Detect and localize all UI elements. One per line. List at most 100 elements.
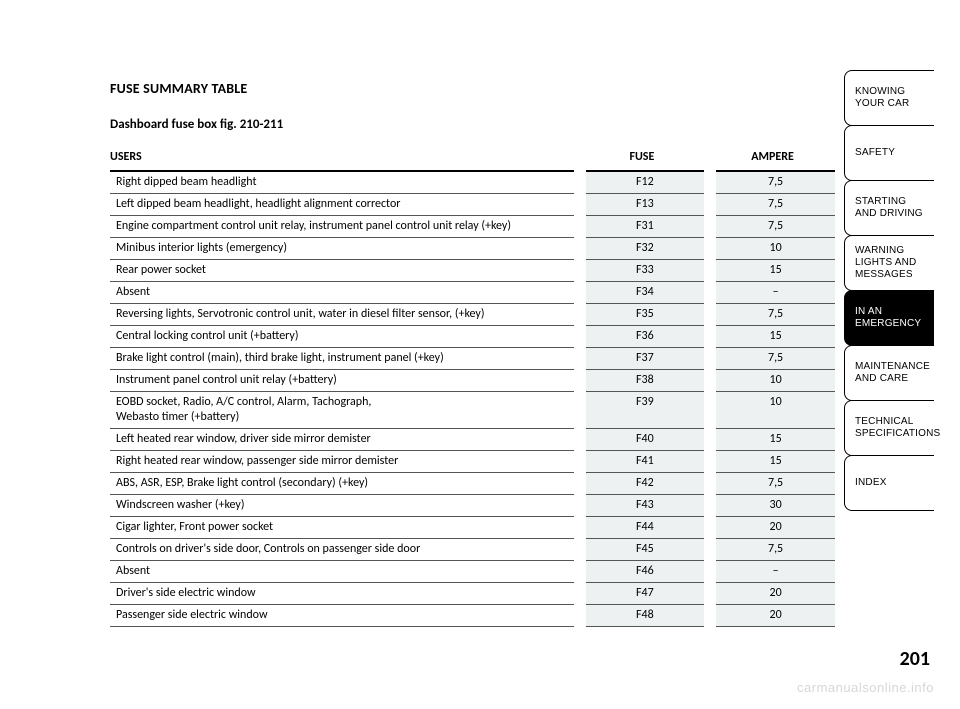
cell-fuse: F35 — [586, 304, 705, 326]
cell-fuse: F44 — [586, 517, 705, 539]
cell-users: ABS, ASR, ESP, Brake light control (seco… — [110, 473, 574, 495]
col-gap — [574, 517, 586, 539]
cell-ampere: 20 — [716, 583, 835, 605]
cell-users: Rear power socket — [110, 260, 574, 282]
cell-users: Minibus interior lights (emergency) — [110, 238, 574, 260]
col-gap — [574, 260, 586, 282]
table-row: Right dipped beam headlightF127,5 — [110, 171, 835, 194]
col-gap — [704, 583, 716, 605]
table-header-row: USERS FUSE AMPERE — [110, 146, 835, 171]
col-gap — [704, 605, 716, 627]
col-gap — [574, 370, 586, 392]
col-gap — [704, 304, 716, 326]
cell-ampere: 10 — [716, 392, 835, 429]
cell-fuse: F36 — [586, 326, 705, 348]
cell-users: Instrument panel control unit relay (+ba… — [110, 370, 574, 392]
cell-users: Right heated rear window, passenger side… — [110, 451, 574, 473]
cell-ampere: 7,5 — [716, 216, 835, 238]
section-tab[interactable]: WARNING LIGHTS AND MESSAGES — [844, 235, 934, 291]
cell-ampere: 20 — [716, 517, 835, 539]
cell-fuse: F46 — [586, 561, 705, 583]
cell-users: Cigar lighter, Front power socket — [110, 517, 574, 539]
cell-fuse: F13 — [586, 194, 705, 216]
col-gap — [704, 194, 716, 216]
section-tab[interactable]: INDEX — [844, 455, 934, 511]
cell-fuse: F38 — [586, 370, 705, 392]
col-gap — [704, 429, 716, 451]
cell-users: Windscreen washer (+key) — [110, 495, 574, 517]
col-gap — [574, 561, 586, 583]
section-tab[interactable]: TECHNICAL SPECIFICATIONS — [844, 400, 934, 456]
col-gap — [574, 392, 586, 429]
cell-fuse: F32 — [586, 238, 705, 260]
col-gap — [704, 146, 716, 171]
cell-users: Brake light control (main), third brake … — [110, 348, 574, 370]
cell-fuse: F39 — [586, 392, 705, 429]
cell-fuse: F43 — [586, 495, 705, 517]
cell-ampere: 7,5 — [716, 304, 835, 326]
section-tab[interactable]: IN AN EMERGENCY — [844, 290, 934, 346]
cell-users: EOBD socket, Radio, A/C control, Alarm, … — [110, 392, 574, 429]
cell-users: Central locking control unit (+battery) — [110, 326, 574, 348]
cell-ampere: 15 — [716, 429, 835, 451]
col-gap — [574, 348, 586, 370]
col-gap — [704, 370, 716, 392]
cell-fuse: F40 — [586, 429, 705, 451]
section-tab[interactable]: KNOWING YOUR CAR — [844, 70, 934, 126]
col-gap — [704, 392, 716, 429]
cell-fuse: F42 — [586, 473, 705, 495]
table-row: ABS, ASR, ESP, Brake light control (seco… — [110, 473, 835, 495]
cell-ampere: 15 — [716, 451, 835, 473]
page-number: 201 — [900, 647, 930, 671]
col-gap — [704, 517, 716, 539]
cell-users: Controls on driver's side door, Controls… — [110, 539, 574, 561]
table-row: Left heated rear window, driver side mir… — [110, 429, 835, 451]
col-gap — [574, 171, 586, 194]
col-gap — [704, 326, 716, 348]
table-row: Right heated rear window, passenger side… — [110, 451, 835, 473]
col-gap — [704, 561, 716, 583]
cell-users: Absent — [110, 561, 574, 583]
cell-ampere: 15 — [716, 326, 835, 348]
cell-ampere: 7,5 — [716, 473, 835, 495]
section-tab[interactable]: MAINTENANCE AND CARE — [844, 345, 934, 401]
cell-users: Reversing lights, Servotronic control un… — [110, 304, 574, 326]
cell-ampere: – — [716, 561, 835, 583]
section-tabs: KNOWING YOUR CARSAFETYSTARTING AND DRIVI… — [844, 70, 934, 510]
cell-ampere: 7,5 — [716, 171, 835, 194]
cell-ampere: 10 — [716, 370, 835, 392]
col-gap — [574, 539, 586, 561]
table-row: Absent F46– — [110, 561, 835, 583]
cell-fuse: F41 — [586, 451, 705, 473]
cell-users: Absent — [110, 282, 574, 304]
col-gap — [574, 605, 586, 627]
table-row: Driver's side electric window F47 20 — [110, 583, 835, 605]
cell-users: Right dipped beam headlight — [110, 171, 574, 194]
cell-ampere: 7,5 — [716, 348, 835, 370]
table-row: Instrument panel control unit relay (+ba… — [110, 370, 835, 392]
col-amp-header: AMPERE — [716, 146, 835, 171]
watermark: carmanualsonline.info — [797, 680, 934, 695]
page-heading: FUSE SUMMARY TABLE — [110, 80, 835, 97]
table-row: Minibus interior lights (emergency) F32 10 — [110, 238, 835, 260]
cell-users: Engine compartment control unit relay, i… — [110, 216, 574, 238]
cell-fuse: F37 — [586, 348, 705, 370]
cell-fuse: F47 — [586, 583, 705, 605]
col-users-header: USERS — [110, 146, 574, 171]
col-gap — [574, 451, 586, 473]
col-gap — [574, 194, 586, 216]
col-gap — [574, 429, 586, 451]
cell-ampere: – — [716, 282, 835, 304]
cell-ampere: 10 — [716, 238, 835, 260]
table-row: Rear power socketF3315 — [110, 260, 835, 282]
table-row: Engine compartment control unit relay, i… — [110, 216, 835, 238]
section-tab[interactable]: SAFETY — [844, 125, 934, 181]
page: FUSE SUMMARY TABLE Dashboard fuse box fi… — [0, 0, 960, 709]
table-row: Brake light control (main), third brake … — [110, 348, 835, 370]
table-row: Left dipped beam headlight, headlight al… — [110, 194, 835, 216]
section-tab[interactable]: STARTING AND DRIVING — [844, 180, 934, 236]
col-gap — [574, 495, 586, 517]
cell-users: Driver's side electric window — [110, 583, 574, 605]
col-gap — [704, 238, 716, 260]
col-gap — [574, 583, 586, 605]
